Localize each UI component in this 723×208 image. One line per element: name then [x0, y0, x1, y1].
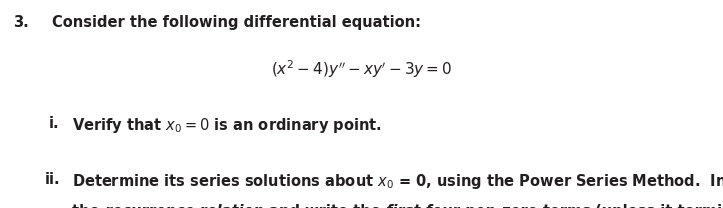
- Text: i.: i.: [49, 116, 60, 131]
- Text: 3.: 3.: [13, 15, 29, 30]
- Text: Consider the following differential equation:: Consider the following differential equa…: [52, 15, 421, 30]
- Text: ii.: ii.: [45, 172, 61, 187]
- Text: Determine its series solutions about $x_0$ = 0, using the Power Series Method.  : Determine its series solutions about $x_…: [72, 172, 723, 191]
- Text: Verify that $x_0 = 0$ is an ordinary point.: Verify that $x_0 = 0$ is an ordinary poi…: [72, 116, 382, 135]
- Text: recurrence relation: recurrence relation: [105, 204, 264, 208]
- Text: (unless it terminates: (unless it terminates: [590, 204, 723, 208]
- Text: the: the: [72, 204, 105, 208]
- Text: first four non-zero terms: first four non-zero terms: [386, 204, 590, 208]
- Text: $(x^2 - 4)y'' - xy' - 3y = 0$: $(x^2 - 4)y'' - xy' - 3y = 0$: [271, 58, 452, 80]
- Text: and write the: and write the: [264, 204, 386, 208]
